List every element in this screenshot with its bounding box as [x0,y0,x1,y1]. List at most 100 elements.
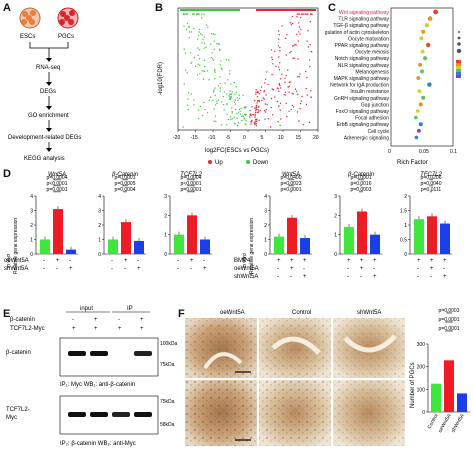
volcano-point-up [285,37,287,40]
volcano-point-down [183,25,185,27]
kegg-point [421,29,426,34]
volcano-point-down [198,28,201,31]
volcano-point-down [233,116,235,118]
volcano-point-down [231,107,233,109]
volcano-point-up [253,123,256,125]
volcano-point-up [250,115,252,117]
d-bar [344,226,354,254]
volcano-point-down [213,120,215,122]
blot2-caption: IP₂: β-catenin WB₂: anti-Myc [60,441,136,447]
volcano-point-down [241,119,243,122]
volcano-point-down [187,98,189,100]
d-stars: **** [53,179,61,185]
d-ytick-label: 1.5 [400,209,407,215]
d-sign: - [290,274,292,280]
step-degs: DEGs [40,89,56,95]
volcano-point-up [293,45,295,47]
d-sign: + [303,274,307,280]
blot2-kda2: 58kDa [160,422,175,428]
volcano-xtick-label: 10 [278,135,284,141]
volcano-point-up [271,73,273,76]
volcano-point-up [279,124,281,127]
volcano-point-up [286,116,288,118]
d-sign: + [360,266,364,272]
volcano-point-down [230,116,232,118]
volcano-point-up [254,100,256,102]
volcano-point-down [213,68,216,71]
d-sign: - [111,258,113,264]
volcano-point-up [266,104,268,106]
volcano-point-down [212,59,214,61]
volcano-point-up [255,108,258,111]
volcano-point-up [298,120,300,122]
volcano-point-down [226,124,228,126]
volcano-point-up [288,81,291,84]
kegg-size-legend [456,31,462,54]
volcano-point-up [310,96,312,99]
kegg-pathway-label: PPAR signaling pathway [335,43,390,49]
kegg-pathway-label: FoxO signaling pathway [336,109,390,115]
d-ytick-label: 0 [164,252,167,258]
volcano-point-down [191,13,194,15]
volcano-point-down [207,26,209,28]
volcano-point-down [197,63,199,65]
kegg-point [418,62,422,67]
volcano-point-down [201,42,203,44]
d-sign: + [290,258,294,264]
esc-cluster-icon [19,7,41,29]
volcano-point-up [291,104,294,107]
pgc-stars: **** [445,330,453,336]
volcano-point-up [279,109,281,112]
volcano-point-up [287,69,289,71]
volcano-point-down [220,67,222,70]
volcano-point-up [277,30,280,32]
volcano-point-up [298,26,301,28]
d-sign: + [277,258,281,264]
kegg-point [417,128,421,133]
volcano-point-down [203,42,206,45]
volcano-point-down [220,60,222,62]
volcano-point-down [198,118,200,120]
volcano-point-down [193,13,195,15]
volcano-point-down [229,90,231,92]
histology-control-bottom [259,380,331,446]
volcano-point-up [259,109,261,112]
volcano-point-up [278,66,280,69]
d-sign: - [177,266,179,272]
d-sign: + [347,258,351,264]
volcano-point-up [258,119,260,122]
kegg-pathway-label: Focal adhesion [355,116,389,122]
volcano-point-down [189,52,192,54]
step-rna-seq: RNA-seq [36,65,60,71]
volcano-point-down [206,24,208,26]
d-bar [427,216,437,254]
volcano-point-down [202,78,205,80]
volcano-point-up [310,90,312,92]
volcano-point-down [224,82,226,84]
d-sign: - [277,274,279,280]
histology-sh-bottom [333,380,405,446]
d-stars: ** [429,179,433,185]
volcano-point-up [257,91,259,94]
volcano-point-up [293,57,295,59]
volcano-point-down [214,70,216,72]
pgc-ylabel: Number of PGCs [410,362,416,408]
legend-down: Down [253,160,268,166]
volcano-point-up [256,118,258,120]
d-chart-title: TFC7L2 [420,172,442,178]
e-row1-label: β-catenin [10,317,35,323]
volcano-point-up [253,122,255,124]
volcano-point-down [242,116,244,118]
volcano-point-down [222,103,225,106]
volcano-point-down [211,52,213,54]
kegg-pathway-label: Network for IgA production [330,83,389,89]
d-pvalue: p=0.0206 [421,175,442,181]
d-bar [370,234,380,254]
volcano-point-down [231,118,234,120]
volcano-point-up [278,38,280,40]
volcano-point-up [279,50,281,52]
volcano-point-up [264,82,266,84]
volcano-point-up [292,57,294,59]
d-sign: - [277,266,279,272]
volcano-point-up [264,118,266,120]
